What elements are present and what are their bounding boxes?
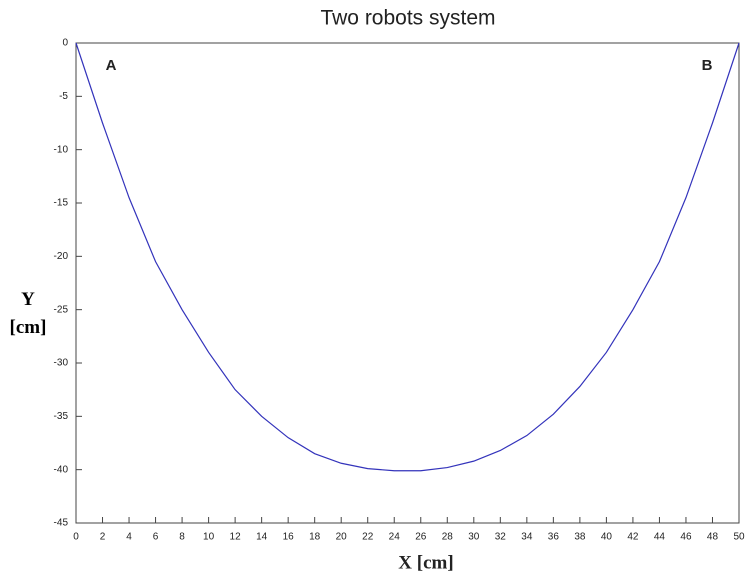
y-tick-label: 0 [62, 38, 68, 49]
y-tick-label: -10 [54, 144, 69, 155]
x-tick-label: 14 [256, 532, 268, 543]
x-tick-label: 42 [627, 532, 639, 543]
x-tick-label: 12 [230, 532, 242, 543]
x-axis-label: X [cm] [398, 552, 453, 573]
y-tick-label: -35 [54, 411, 69, 422]
x-tick-label: 32 [495, 532, 507, 543]
chart-title: Two robots system [320, 7, 495, 30]
x-tick-label: 28 [442, 532, 454, 543]
x-tick-label: 2 [100, 532, 106, 543]
x-tick-label: 0 [73, 532, 79, 543]
x-tick-label: 22 [362, 532, 374, 543]
x-tick-label: 26 [415, 532, 427, 543]
x-tick-label: 30 [468, 532, 480, 543]
x-tick-label: 44 [654, 532, 666, 543]
x-tick-label: 24 [389, 532, 401, 543]
x-tick-label: 20 [336, 532, 348, 543]
annotation: B [702, 57, 713, 74]
y-tick-label: -15 [54, 198, 69, 209]
y-axis-label: Y [cm] [9, 289, 47, 338]
x-tick-label: 36 [548, 532, 560, 543]
x-tick-label: 18 [309, 532, 321, 543]
x-tick-label: 40 [601, 532, 613, 543]
x-tick-label: 8 [179, 532, 185, 543]
y-tick-label: -40 [54, 464, 69, 475]
y-tick-label: -25 [54, 304, 69, 315]
y-tick-label: -45 [54, 518, 69, 529]
y-tick-label: -20 [54, 251, 69, 262]
plot-frame [75, 42, 740, 524]
y-tick-label: -5 [59, 91, 68, 102]
x-tick-label: 6 [153, 532, 159, 543]
data-line [75, 42, 740, 472]
x-tick-label: 50 [733, 532, 745, 543]
x-tick-label: 48 [707, 532, 719, 543]
x-tick-label: 46 [680, 532, 692, 543]
y-tick-label: -30 [54, 358, 69, 369]
x-tick-label: 34 [521, 532, 533, 543]
x-tick-label: 10 [203, 532, 215, 543]
annotation: A [106, 57, 117, 74]
x-tick-label: 16 [283, 532, 295, 543]
x-tick-label: 4 [126, 532, 132, 543]
x-tick-label: 38 [574, 532, 586, 543]
